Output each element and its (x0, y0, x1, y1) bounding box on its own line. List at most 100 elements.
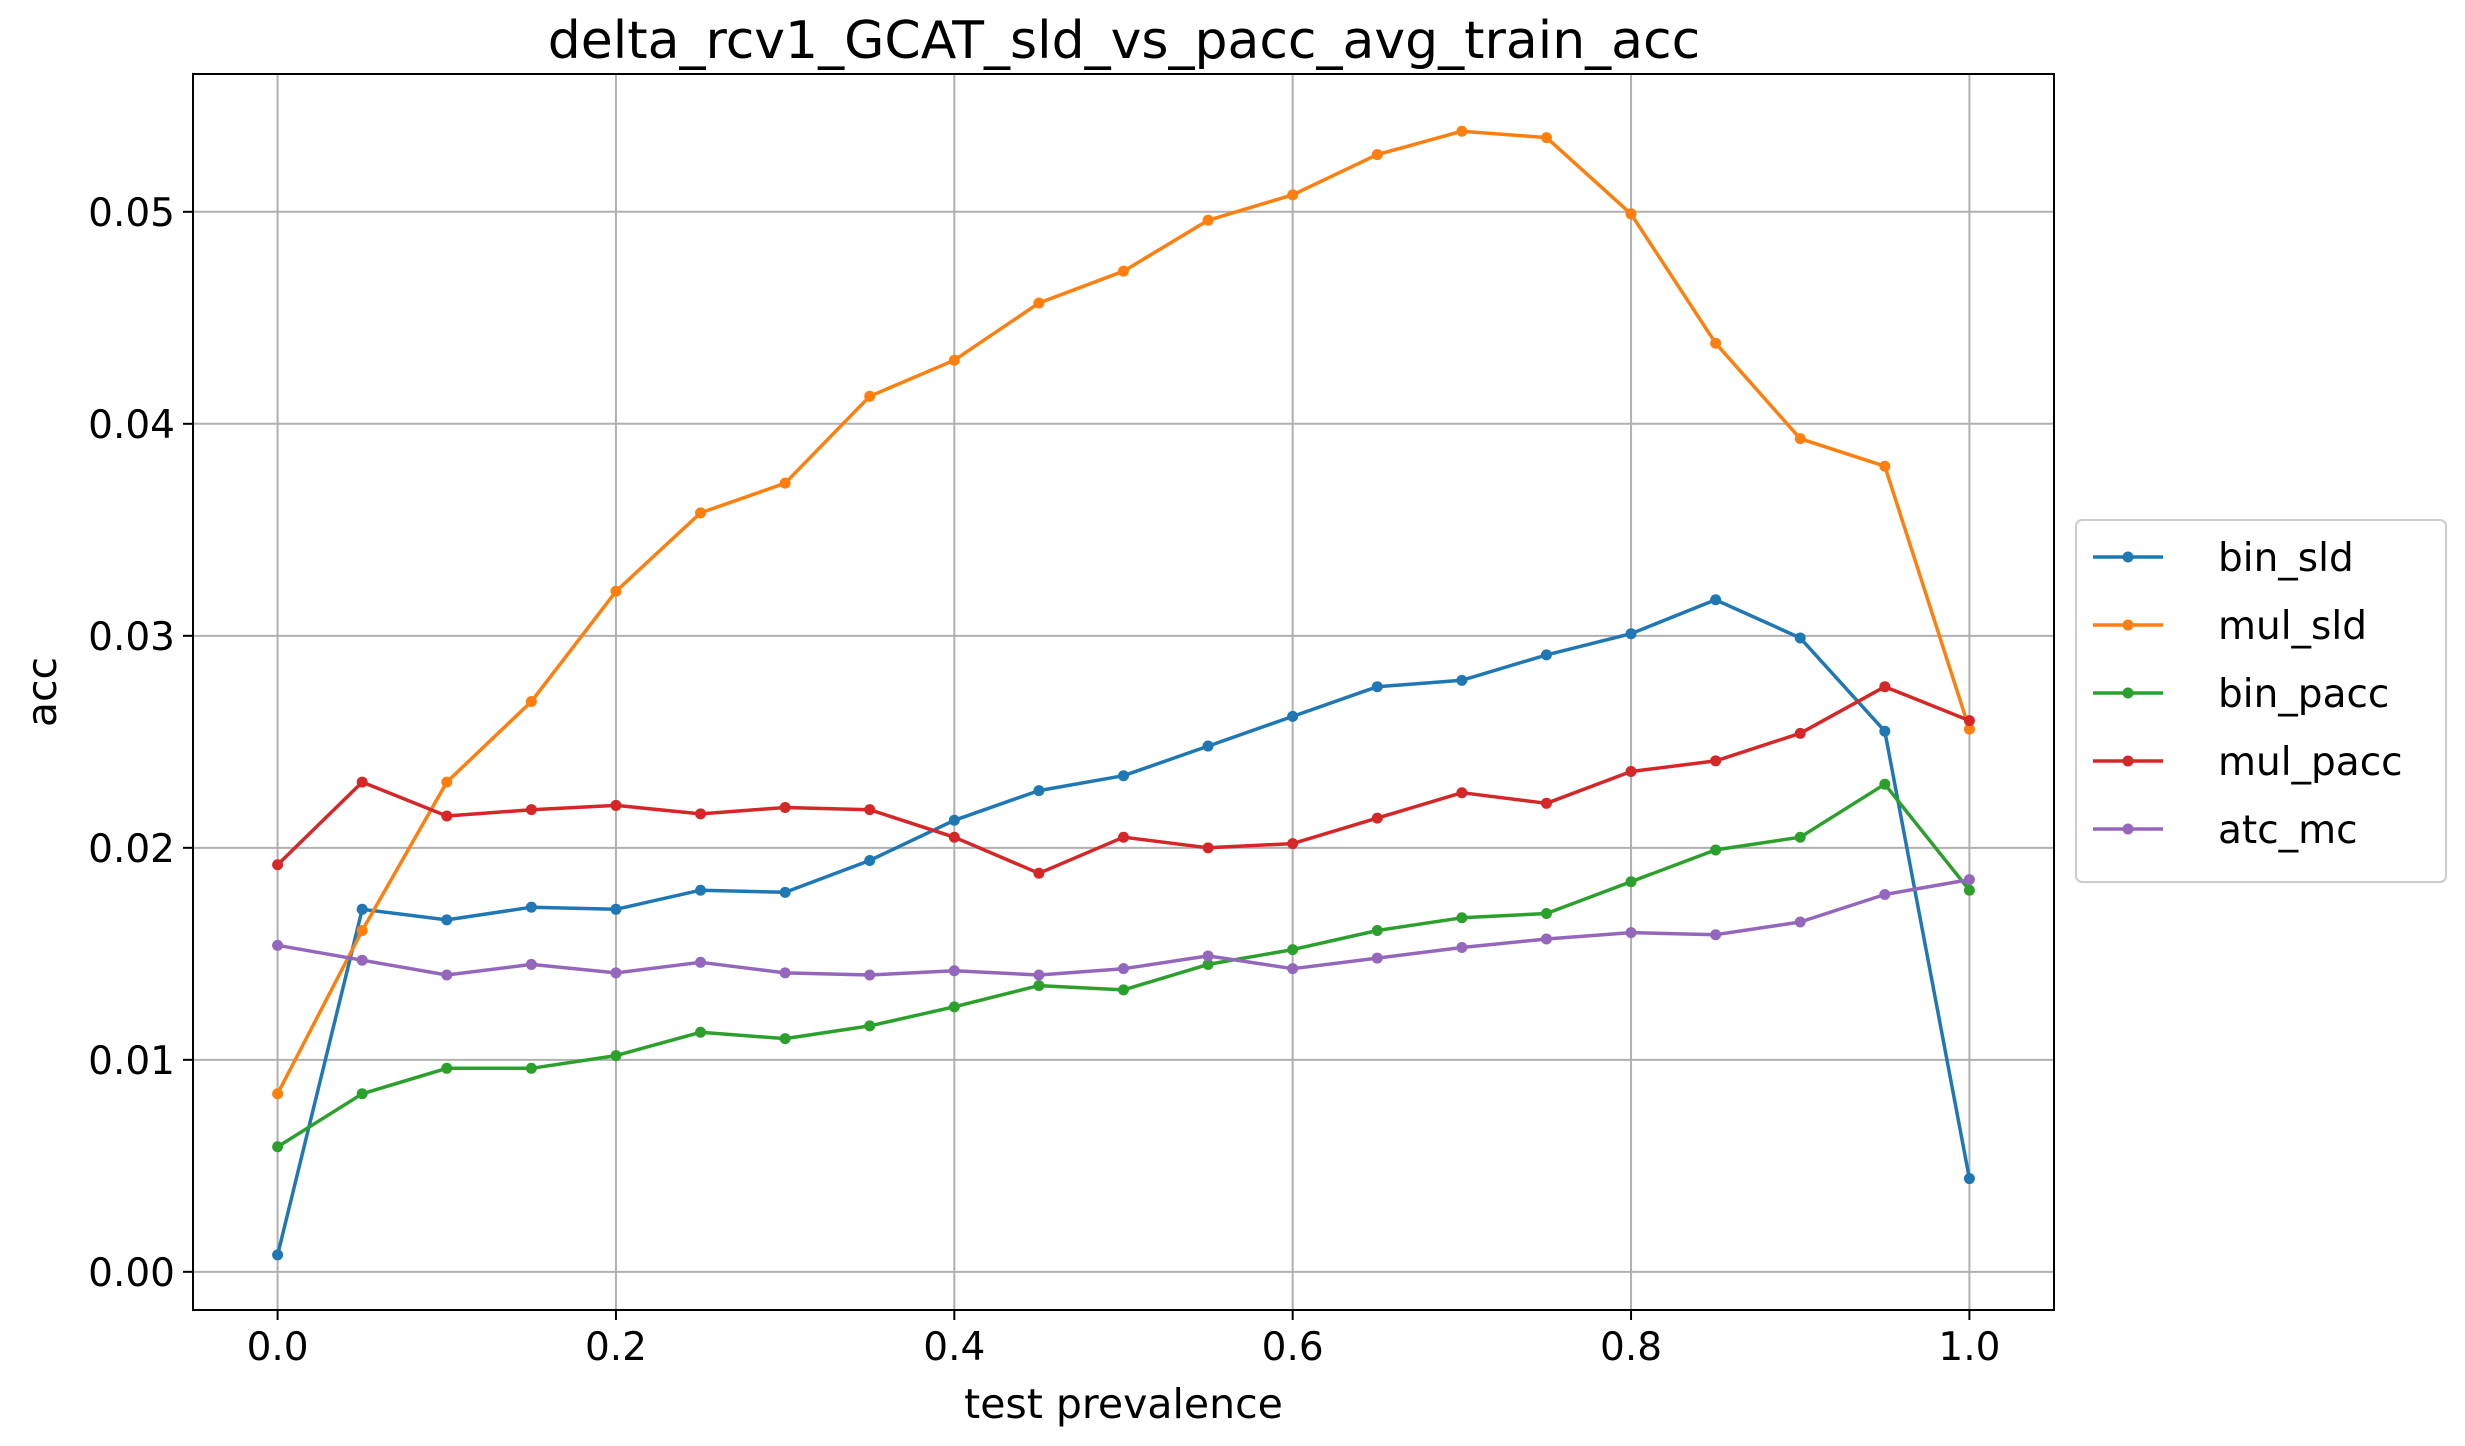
data-point (1625, 208, 1637, 220)
data-point (1540, 649, 1552, 661)
legend-label: bin_sld (2218, 536, 2354, 581)
x-tick-label: 0.2 (585, 1325, 647, 1370)
x-axis-title: test prevalence (964, 1380, 1283, 1428)
data-point (1202, 740, 1214, 752)
legend-label: mul_pacc (2218, 740, 2403, 785)
data-point (610, 585, 622, 597)
data-point (1202, 950, 1214, 962)
data-point (864, 855, 876, 867)
data-point (1540, 908, 1552, 920)
data-point (1794, 831, 1806, 843)
data-point (610, 967, 622, 979)
data-point (525, 804, 537, 816)
data-point (610, 1050, 622, 1062)
data-point (864, 804, 876, 816)
data-point (948, 354, 960, 366)
data-point (1033, 867, 1045, 879)
data-point (1033, 969, 1045, 981)
data-point (1118, 770, 1129, 782)
series-mul_sld (272, 125, 1975, 1100)
data-point (1710, 844, 1722, 856)
data-point (610, 903, 622, 915)
data-point (1963, 715, 1975, 727)
data-point (1287, 963, 1299, 975)
data-point (441, 776, 453, 788)
data-point (356, 954, 368, 966)
y-tick-label: 0.01 (88, 1039, 175, 1084)
legend-marker (2122, 687, 2134, 699)
data-point (1625, 927, 1637, 939)
data-point (1456, 912, 1468, 924)
data-point (695, 884, 707, 896)
data-point (1287, 189, 1299, 201)
data-point (1625, 628, 1637, 640)
x-tick-label: 0.4 (923, 1325, 985, 1370)
data-point (948, 965, 960, 977)
data-point (441, 810, 453, 822)
y-axis-title: acc (18, 657, 66, 727)
data-point (1879, 460, 1891, 472)
data-point (1879, 778, 1891, 790)
data-point (1963, 884, 1975, 896)
data-point (1963, 1173, 1975, 1185)
series-atc_mc (272, 874, 1975, 981)
data-point (1794, 916, 1806, 928)
data-point (1963, 874, 1975, 886)
data-point (1033, 785, 1045, 797)
grid (193, 74, 2054, 1310)
data-point (1371, 925, 1383, 937)
data-point (1287, 944, 1299, 956)
series-bin_pacc (272, 778, 1975, 1153)
data-point (441, 969, 453, 981)
data-point (1033, 297, 1045, 309)
data-point (1371, 812, 1383, 824)
data-point (1287, 838, 1299, 850)
data-point (1625, 766, 1637, 778)
data-point (864, 1020, 876, 1032)
data-point (356, 1088, 368, 1100)
data-point (948, 831, 960, 843)
data-point (1118, 265, 1129, 277)
legend-marker (2122, 551, 2134, 563)
x-tick-label: 0.0 (247, 1325, 309, 1370)
y-tick-label: 0.05 (88, 191, 175, 236)
data-point (1710, 755, 1722, 767)
y-tick-label: 0.04 (88, 403, 175, 448)
data-point (779, 802, 791, 814)
data-point (525, 901, 537, 913)
data-point (695, 956, 707, 968)
data-point (1625, 876, 1637, 888)
data-point (272, 1249, 284, 1261)
plot-frame (192, 73, 2055, 1311)
data-point (525, 696, 537, 708)
data-point (1118, 831, 1129, 843)
data-point (948, 814, 960, 826)
data-point (272, 1088, 284, 1100)
legend-item: mul_pacc (2093, 740, 2403, 785)
data-point (1879, 681, 1891, 693)
data-point (1879, 725, 1891, 737)
data-point (1371, 681, 1383, 693)
data-point (695, 1026, 707, 1038)
data-point (779, 477, 791, 489)
data-point (1710, 929, 1722, 941)
data-point (1794, 433, 1806, 445)
data-point (779, 886, 791, 898)
data-point (1287, 710, 1299, 722)
data-point (695, 808, 707, 820)
data-point (1202, 842, 1214, 854)
data-point (1033, 980, 1045, 992)
legend-item: atc_mc (2093, 808, 2358, 853)
data-point (272, 939, 284, 951)
legend: bin_sld mul_sld bin_pacc mul_pacc atc_mc (2075, 519, 2447, 883)
data-point (1710, 337, 1722, 349)
y-tick-label: 0.00 (88, 1251, 175, 1296)
legend-marker (2122, 755, 2134, 767)
data-point (1371, 149, 1383, 161)
y-tick-label: 0.03 (88, 615, 175, 660)
plot-series (272, 125, 1975, 1261)
legend-box (2075, 519, 2447, 883)
x-tick-label: 0.8 (1600, 1325, 1662, 1370)
data-point (1456, 125, 1468, 137)
